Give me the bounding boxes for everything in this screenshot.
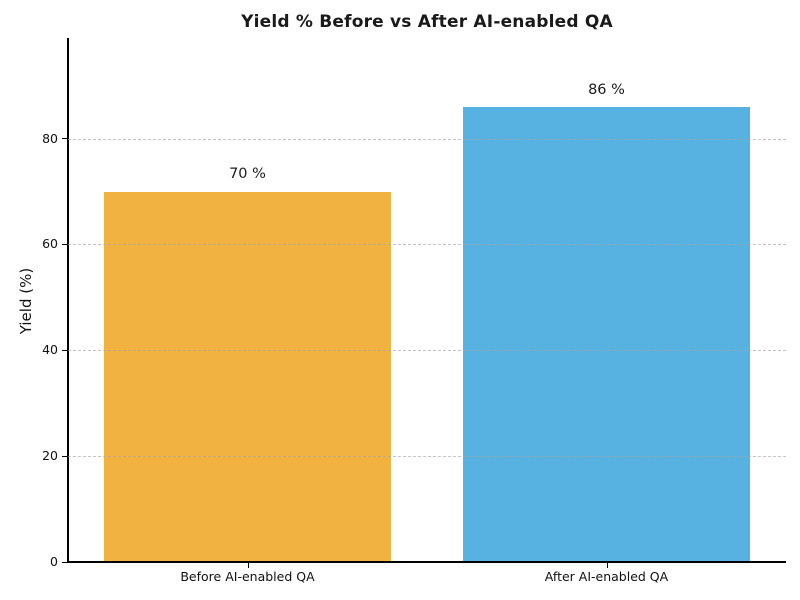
- y-tick-mark-40: [62, 349, 68, 352]
- bar-value-label-1: 86 %: [588, 81, 625, 98]
- chart-title: Yield % Before vs After AI-enabled QA: [241, 12, 613, 32]
- x-tick-label-1: After AI-enabled QA: [544, 569, 669, 584]
- bar-1: [462, 106, 751, 562]
- y-tick-mark-0: [62, 561, 68, 563]
- gridline-y-60: [68, 244, 786, 246]
- x-axis-spine: [67, 561, 786, 563]
- y-tick-mark-80: [62, 138, 68, 140]
- y-axis-label: Yield (%): [17, 267, 35, 335]
- y-tick-label-0: 0: [50, 554, 58, 569]
- bar-0: [103, 191, 392, 562]
- y-tick-label-20: 20: [42, 448, 58, 464]
- y-axis-spine: [67, 38, 69, 563]
- y-tick-mark-20: [62, 455, 68, 457]
- gridline-y-80: [68, 138, 786, 140]
- plot-area: [68, 38, 786, 562]
- gridline-y-20: [68, 456, 786, 458]
- y-tick-label-80: 80: [42, 130, 58, 146]
- y-tick-label-60: 60: [42, 236, 58, 252]
- y-tick-mark-60: [62, 243, 68, 246]
- x-tick-mark-1: [606, 563, 608, 568]
- y-tick-label-40: 40: [42, 342, 58, 358]
- gridline-y-40: [68, 350, 786, 352]
- x-tick-mark-0: [247, 563, 249, 568]
- bar-value-label-0: 70 %: [229, 166, 266, 183]
- x-tick-label-0: Before AI-enabled QA: [180, 569, 315, 584]
